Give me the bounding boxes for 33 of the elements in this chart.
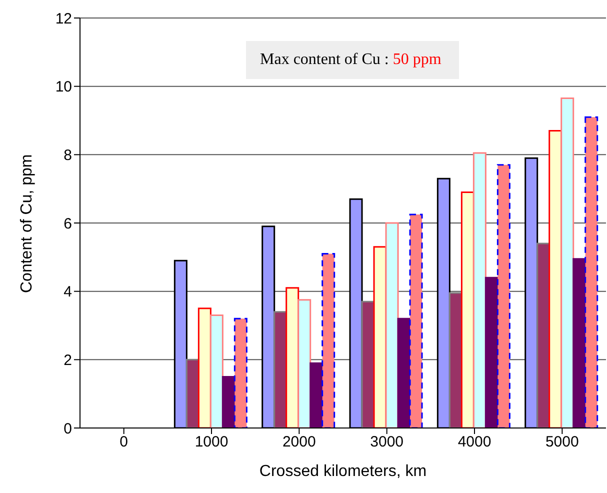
annotation: 50 ppm [392,51,442,68]
bar [572,258,586,428]
y-tick-label: 0 [64,420,72,438]
x-tick-label: 3000 [370,434,404,451]
bar [322,253,336,428]
bar [385,222,399,428]
bar [560,98,574,428]
x-tick-label: 1000 [194,434,228,451]
y-axis-title: Content of Cu, ppm [18,154,36,293]
x-tick-label: 5000 [545,434,579,451]
y-tick-label: 8 [64,146,72,164]
y-tick-label: 10 [55,78,72,96]
y-tick-label: 4 [64,284,72,301]
annotation: Max content of Cu : [260,51,389,68]
bar [298,299,312,428]
y-tick-label: 2 [64,352,72,369]
bar [472,152,486,428]
bar [234,318,248,428]
bar [484,276,498,428]
y-tick-label: 6 [64,215,72,232]
x-tick-label: 0 [120,434,128,451]
bar [409,214,423,428]
x-tick-label: 4000 [458,434,492,451]
x-axis-title: Crossed kilometers, km [259,463,427,480]
bar [397,318,411,428]
bar [210,314,224,428]
bar [496,164,510,428]
bar [286,287,300,428]
bar [310,362,324,428]
bar [584,116,598,428]
bar [222,376,236,428]
x-tick-label: 2000 [282,434,316,451]
y-tick-label: 12 [55,10,72,28]
